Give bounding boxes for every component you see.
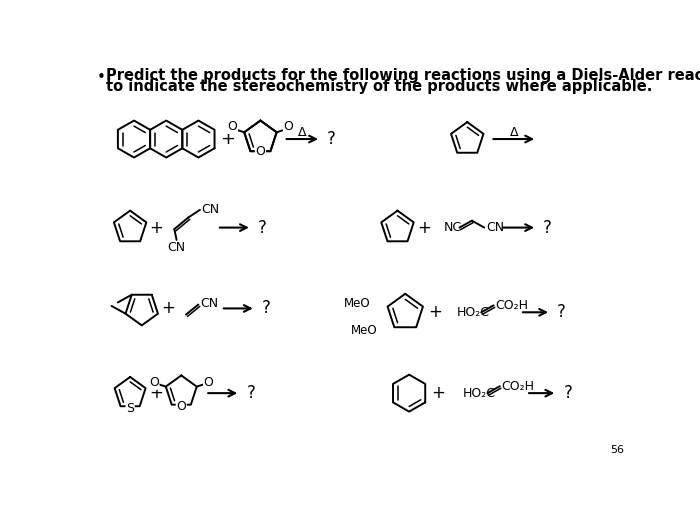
Text: Δ: Δ <box>298 126 307 140</box>
Text: CN: CN <box>200 297 218 310</box>
Text: Δ: Δ <box>510 126 518 140</box>
Text: to indicate the stereochemistry of the products where applicable.: to indicate the stereochemistry of the p… <box>106 79 652 94</box>
Text: ?: ? <box>246 384 256 402</box>
Text: ?: ? <box>327 130 336 148</box>
Text: +: + <box>161 299 175 317</box>
Text: NC: NC <box>444 221 462 234</box>
Text: O: O <box>204 376 214 389</box>
Text: ?: ? <box>564 384 572 402</box>
Text: MeO: MeO <box>344 297 370 310</box>
Text: •: • <box>97 70 106 85</box>
Text: +: + <box>150 219 163 237</box>
Text: O: O <box>256 145 265 158</box>
Text: ?: ? <box>258 219 267 237</box>
Text: CN: CN <box>202 203 220 216</box>
Text: ?: ? <box>557 303 566 321</box>
Text: Predict the products for the following reactions using a Diels-Alder reaction. B: Predict the products for the following r… <box>106 68 700 83</box>
Text: CN: CN <box>486 221 504 234</box>
Text: +: + <box>149 384 162 402</box>
Text: O: O <box>228 120 237 133</box>
Text: +: + <box>432 384 445 402</box>
Text: MeO: MeO <box>351 324 377 337</box>
Text: +: + <box>417 219 430 237</box>
Text: +: + <box>220 130 235 148</box>
Text: ?: ? <box>262 299 271 317</box>
Text: O: O <box>176 401 186 414</box>
Text: ?: ? <box>543 219 552 237</box>
Text: CO₂H: CO₂H <box>501 379 534 393</box>
Text: S: S <box>126 402 134 415</box>
Text: O: O <box>149 376 159 389</box>
Text: HO₂C: HO₂C <box>463 387 496 400</box>
Text: HO₂C: HO₂C <box>456 306 489 319</box>
Text: 56: 56 <box>610 445 624 455</box>
Text: +: + <box>428 303 442 321</box>
Text: O: O <box>284 120 293 133</box>
Text: CN: CN <box>167 241 186 254</box>
Text: CO₂H: CO₂H <box>495 299 528 312</box>
